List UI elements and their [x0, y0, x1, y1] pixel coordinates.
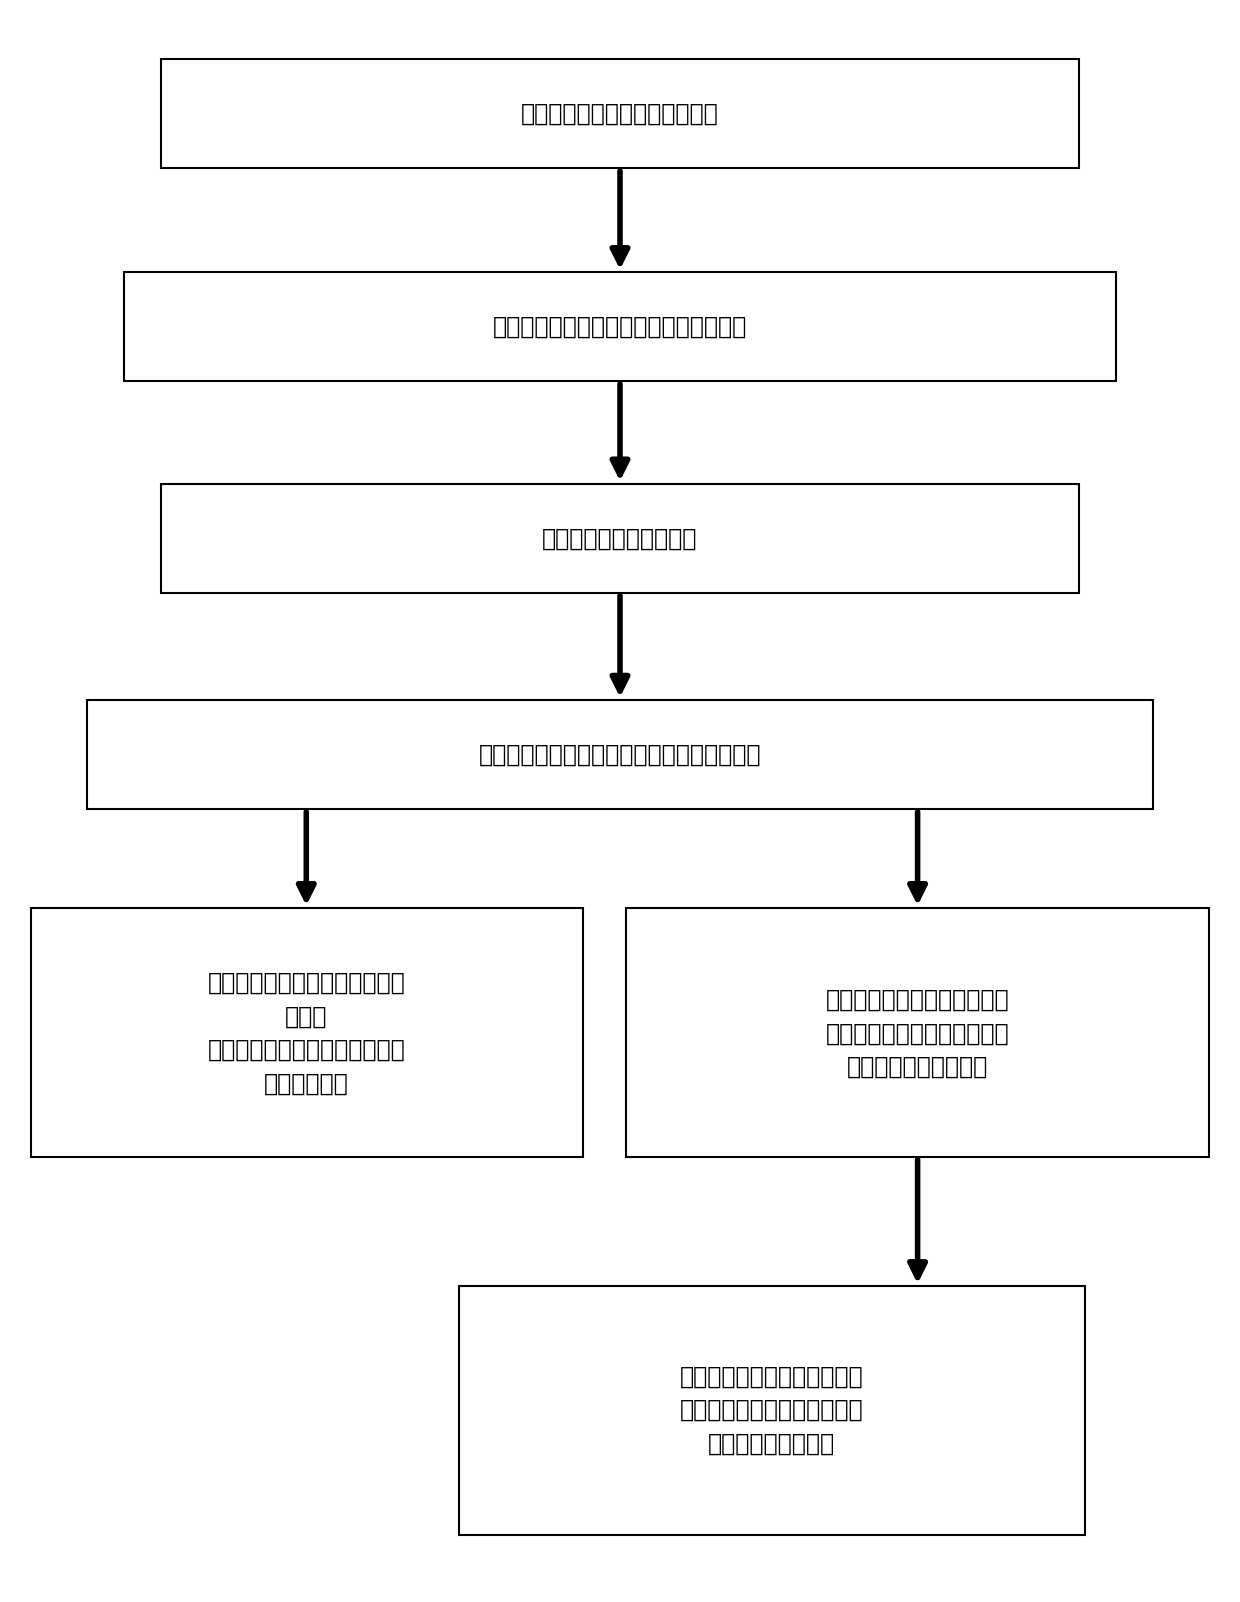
Text: 回转窑里转动，进行热解: 回转窑里转动，进行热解 [542, 527, 698, 549]
Bar [161, 484, 1079, 593]
Bar [87, 700, 1153, 809]
Bar [124, 272, 1116, 381]
Text: 气体物料进入分离塔中进行急冷
分离；
气固分离器中的热解残渣进入收
集塔进行回收: 气体物料进入分离塔中进行急冷 分离； 气固分离器中的热解残渣进入收 集塔进行回收 [207, 971, 405, 1096]
Text: 废线路板经过破碎机破碎成碎块: 废线路板经过破碎机破碎成碎块 [521, 103, 719, 125]
Text: 经过充分热解的物料进入回转筛和气固分离器: 经过充分热解的物料进入回转筛和气固分离器 [479, 743, 761, 766]
Text: 回转筛筛分出的固体热载体经
过离心机机械分离粘附于壁上
热解残渣及金属溴化盐: 回转筛筛分出的固体热载体经 过离心机机械分离粘附于壁上 热解残渣及金属溴化盐 [826, 988, 1009, 1078]
Bar [459, 1286, 1085, 1535]
Text: 固体热载体预热后，与废线路板碎块混合: 固体热载体预热后，与废线路板碎块混合 [492, 316, 748, 338]
Bar [626, 908, 1209, 1157]
Text: 固体热载体在加热炉中加热后
送入混合器中作为固体热载体
与废线路板碎块混合: 固体热载体在加热炉中加热后 送入混合器中作为固体热载体 与废线路板碎块混合 [680, 1365, 863, 1455]
Bar [161, 59, 1079, 168]
Bar [31, 908, 583, 1157]
